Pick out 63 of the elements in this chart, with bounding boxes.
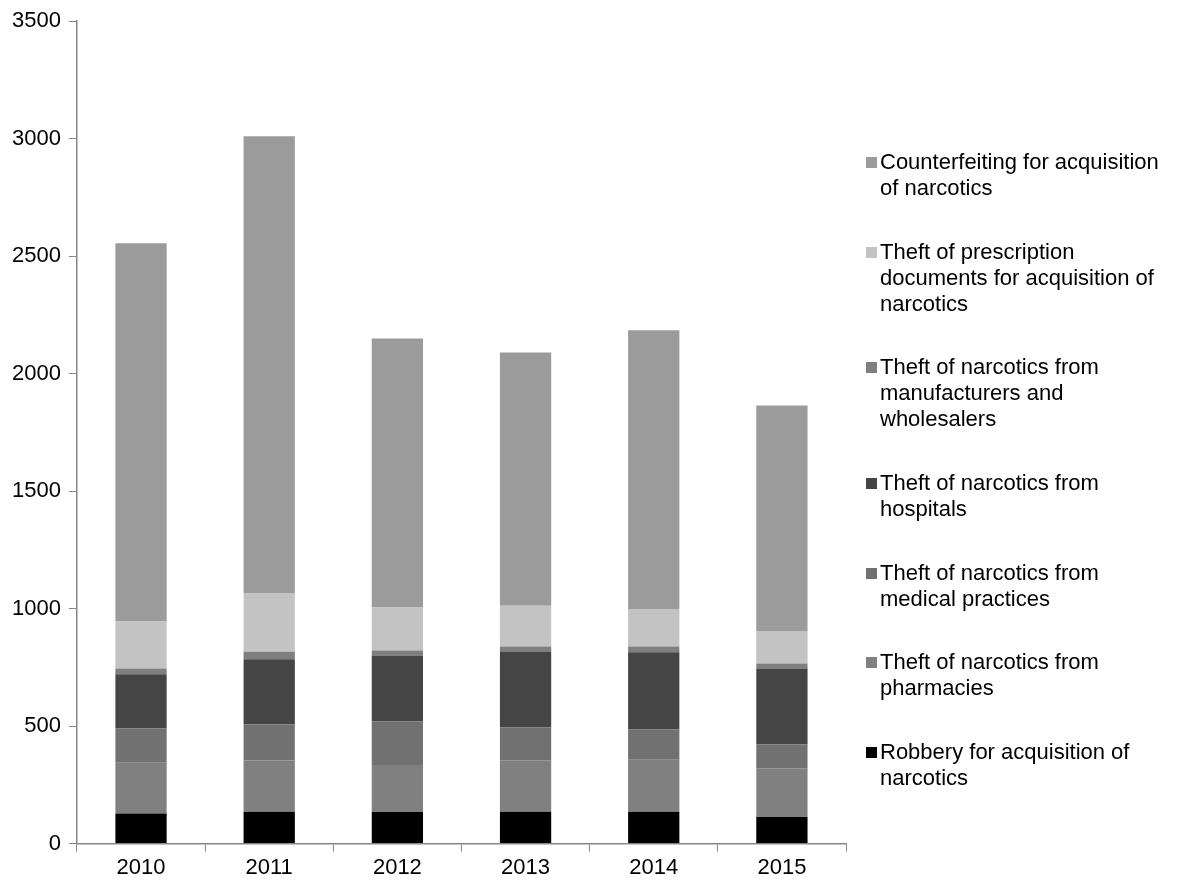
bar (499, 646, 552, 652)
x-tick-label: 2010 (116, 853, 166, 879)
bar (371, 764, 424, 813)
bar (243, 651, 295, 660)
bar (756, 405, 808, 631)
bar (628, 646, 680, 653)
bar (499, 605, 552, 647)
legend-label: Theft of narcotics from pharmacies (880, 649, 1100, 702)
bar (628, 811, 680, 844)
bar (756, 744, 808, 769)
bar (243, 811, 295, 844)
bar (628, 759, 680, 812)
legend-label: Robbery for acquisition of narcotics (880, 739, 1131, 792)
bar (371, 338, 424, 608)
y-tick-label: 500 (24, 712, 61, 738)
bar (243, 760, 295, 812)
bar (756, 768, 808, 818)
bar (756, 663, 808, 669)
legend-label: Theft of prescription documents for acquisition of narcotics (880, 238, 1155, 317)
bar (115, 674, 167, 729)
bar (115, 813, 167, 844)
y-tick-label: 1500 (11, 477, 61, 503)
bar (243, 593, 295, 652)
bar (115, 762, 167, 814)
bar (628, 652, 680, 730)
bar (115, 243, 167, 622)
legend-label: Theft of narcotics from manufacturers and wholesalers (880, 354, 1100, 433)
x-tick-label: 2011 (245, 853, 293, 879)
bar (628, 729, 680, 760)
bar (499, 352, 552, 606)
bar (756, 817, 808, 844)
bar (756, 668, 808, 745)
y-tick-label: 2500 (11, 242, 61, 268)
y-tick-label: 0 (48, 829, 61, 855)
legend-label: Theft of narcotics from hospitals (880, 469, 1100, 522)
x-tick-label: 2012 (372, 853, 422, 879)
bar (371, 650, 424, 656)
bar (115, 728, 167, 763)
bar (756, 630, 808, 664)
bar (371, 607, 424, 651)
bar (371, 721, 424, 765)
bar (115, 668, 167, 675)
bar (243, 659, 295, 725)
x-tick-label: 2014 (629, 853, 679, 879)
bar (371, 655, 424, 722)
bar (628, 330, 680, 610)
bar (628, 609, 680, 647)
bar (499, 651, 552, 728)
bar (499, 727, 552, 761)
y-tick-label: 1000 (11, 594, 61, 620)
bar (243, 724, 295, 761)
bar (499, 811, 552, 844)
y-tick-label: 3500 (11, 7, 61, 33)
y-tick-label: 2000 (11, 359, 61, 385)
legend-label: Counterfeiting for acquisition of narcotics (880, 148, 1160, 201)
bar (499, 760, 552, 812)
bar (115, 621, 167, 669)
x-tick-label: 2013 (501, 853, 551, 879)
legend-label: Theft of narcotics from medical practices (880, 559, 1100, 612)
bar (243, 136, 295, 594)
y-tick-label: 3000 (11, 124, 61, 150)
bar (371, 812, 424, 844)
x-tick-label: 2015 (757, 853, 807, 879)
